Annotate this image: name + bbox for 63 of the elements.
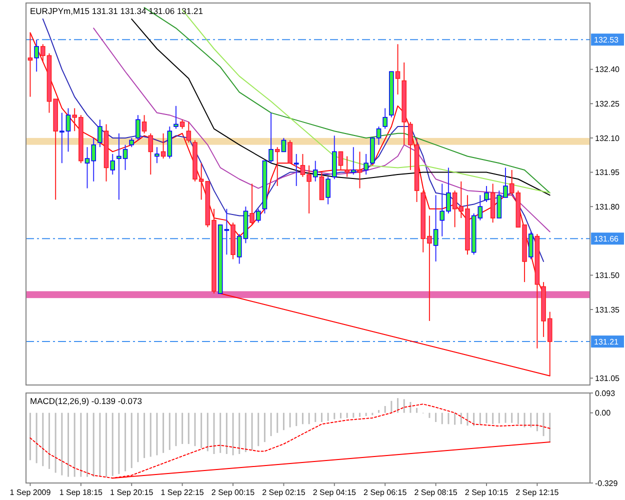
x-tick-label: 1 Sep 2009: [10, 488, 52, 497]
x-tick-label: 1 Sep 20:15: [110, 488, 154, 497]
candlestick: [136, 114, 140, 141]
y-tick-label: -0.329: [595, 478, 618, 488]
y-tick-label: 0.093: [595, 388, 616, 398]
candlestick: [338, 151, 344, 170]
candlestick: [509, 169, 514, 196]
candlestick: [288, 140, 292, 164]
x-tick-label: 2 Sep 04:15: [312, 488, 357, 497]
candlestick: [281, 137, 286, 152]
candlestick: [319, 172, 324, 200]
candlestick: [357, 151, 362, 189]
candlestick: [326, 176, 330, 205]
candlestick: [129, 137, 134, 148]
y-tick-label: 131.05: [595, 374, 620, 383]
y-tick-label: 132.10: [595, 134, 620, 143]
x-tick-label: 2 Sep 10:15: [464, 488, 509, 497]
chart-title: EURJPYm,M15 131.31 131.34 131.06 131.21: [30, 6, 204, 16]
candlestick: [382, 108, 388, 130]
candlestick: [148, 132, 154, 176]
y-tick-label: 132.40: [595, 65, 620, 74]
y-tick-label: 132.25: [595, 99, 620, 108]
candlestick: [224, 208, 230, 256]
candlestick: [484, 185, 489, 203]
candlestick: [528, 231, 534, 260]
candlestick: [142, 114, 147, 134]
candlestick: [256, 208, 261, 224]
ref-line-label: 132.53: [594, 35, 620, 44]
candlestick: [312, 160, 318, 182]
x-tick-label: 2 Sep 02:15: [262, 488, 306, 497]
candlestick: [236, 234, 242, 264]
y-tick-label: 131.95: [595, 168, 620, 178]
x-tick-label: 2 Sep 06:15: [364, 488, 408, 497]
candlestick: [250, 183, 254, 226]
candlestick: [274, 146, 280, 186]
candlestick: [186, 121, 192, 144]
line-series: [42, 18, 544, 262]
candlestick: [154, 146, 160, 164]
candlestick: [294, 153, 299, 186]
candlestick: [98, 119, 102, 148]
candlestick: [344, 156, 350, 178]
y-tick-label: 0.00: [595, 408, 612, 418]
candlestick: [110, 153, 116, 176]
x-tick-label: 2 Sep 12:15: [516, 488, 560, 497]
y-tick-label: 131.50: [595, 271, 620, 280]
candlestick: [351, 146, 356, 176]
x-tick-label: 1 Sep 18:15: [59, 488, 104, 497]
candlestick: [395, 44, 400, 95]
x-tick-label: 2 Sep 08:15: [414, 488, 458, 497]
ref-line-label: 131.21: [594, 337, 620, 346]
x-tick-label: 2 Sep 00:15: [211, 488, 256, 497]
y-tick-label: 131.80: [595, 202, 620, 212]
candlestick: [28, 32, 33, 98]
chart-title: MACD(12,26,9) -0.139 -0.073: [30, 396, 142, 406]
candlestick: [180, 119, 185, 130]
x-tick-label: 1 Sep 22:15: [160, 488, 204, 497]
line-series: [93, 28, 550, 232]
y-tick-label: 131.35: [595, 305, 620, 314]
candlestick: [34, 39, 39, 72]
ref-line-label: 131.66: [594, 234, 620, 244]
candlestick: [433, 194, 438, 262]
candlestick: [478, 194, 483, 221]
candlestick: [174, 105, 178, 130]
